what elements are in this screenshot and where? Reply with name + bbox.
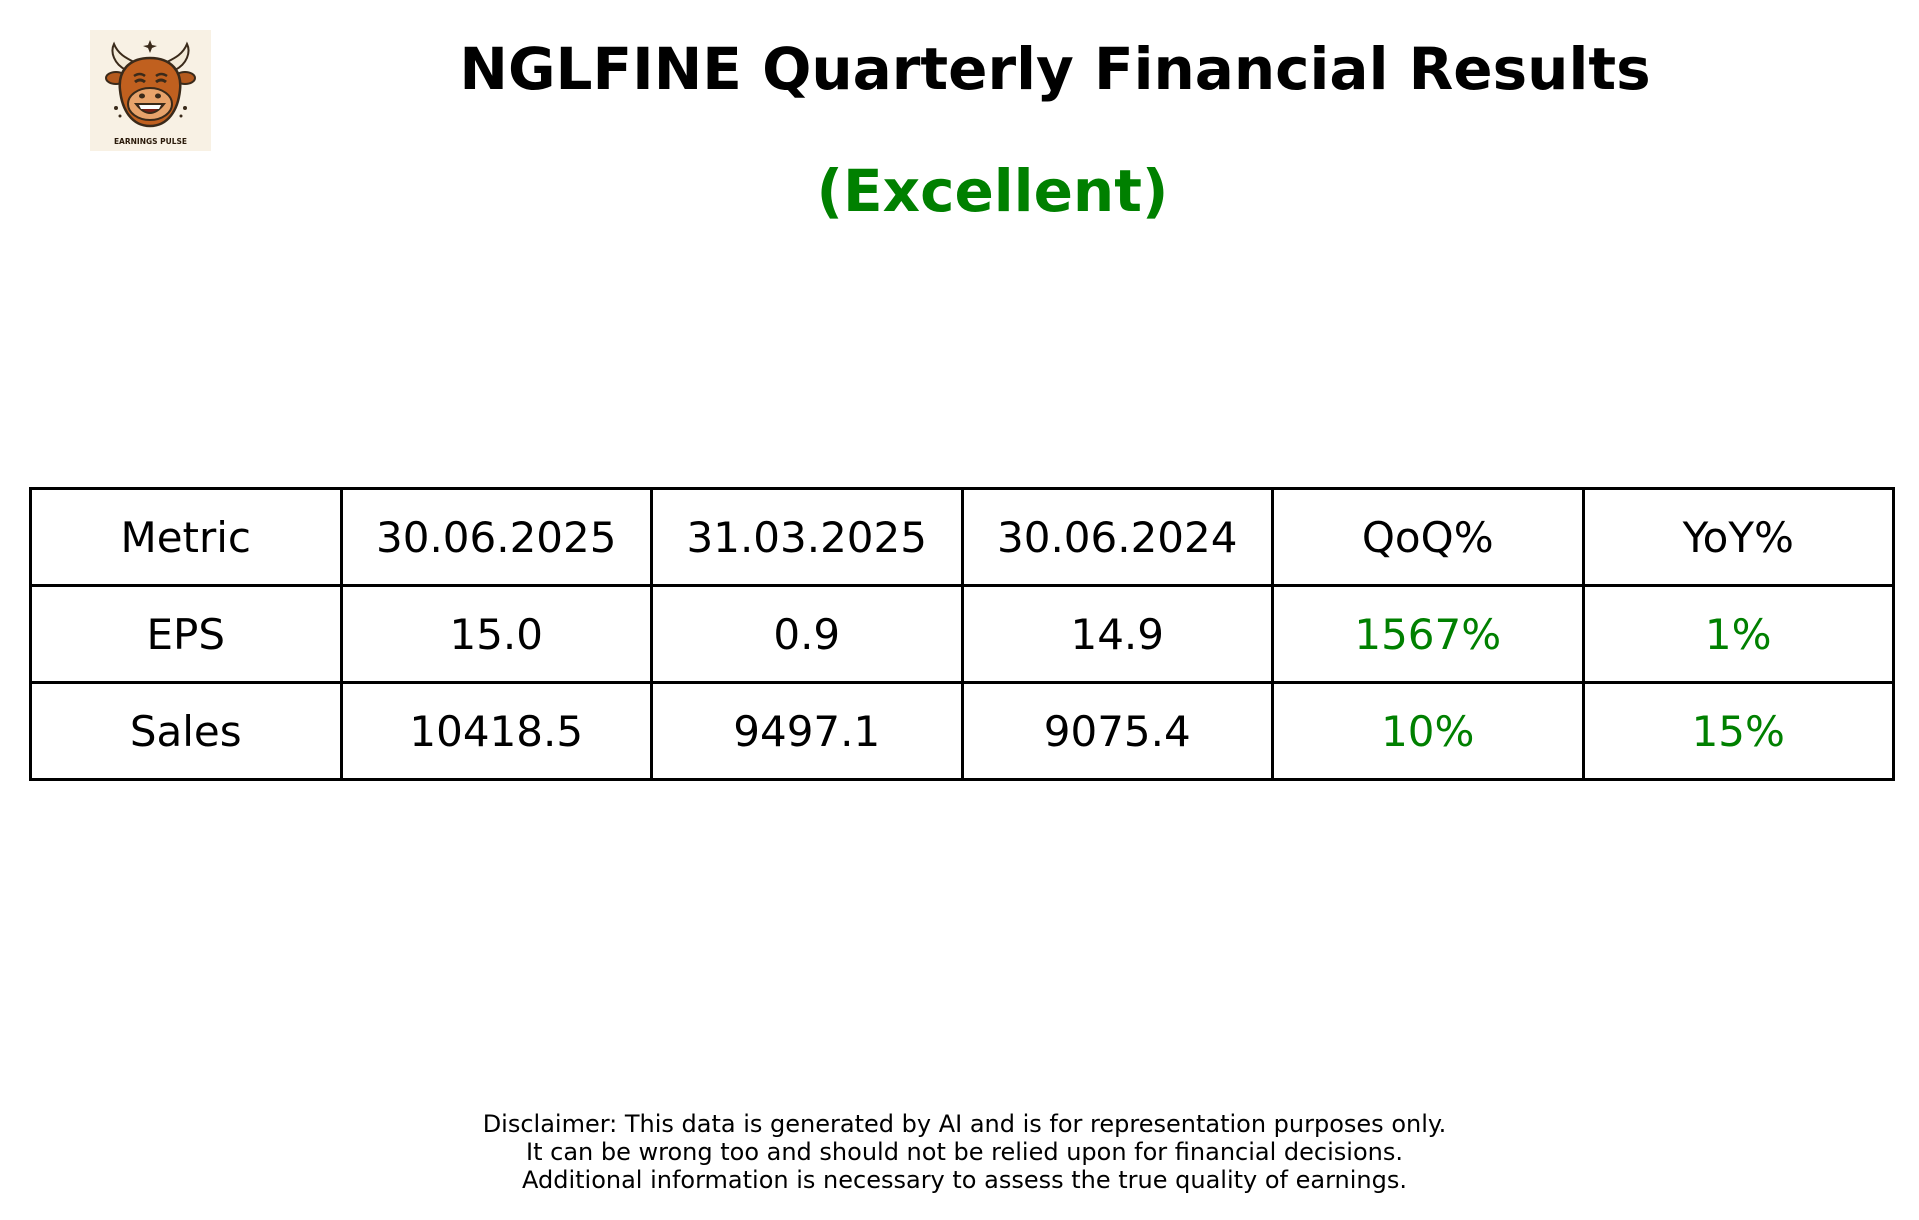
column-header-q2: 31.03.2025 [650,487,964,587]
disclaimer-line: Disclaimer: This data is generated by AI… [482,1110,1447,1138]
table-row-sales: Sales 10418.5 9497.1 9075.4 10% 15% [29,681,1895,781]
table-row-eps: EPS 15.0 0.9 14.9 1567% 1% [29,584,1895,684]
cell-metric: EPS [29,584,343,684]
table-header-row: Metric 30.06.2025 31.03.2025 30.06.2024 … [29,487,1895,587]
earnings-pulse-logo: EARNINGS PULSE [90,30,211,151]
cell-yoy-change: 1% [1581,584,1895,684]
cell-yoy-change: 15% [1581,681,1895,781]
disclaimer: Disclaimer: This data is generated by AI… [0,1110,1919,1194]
cell-qoq-change: 1567% [1271,584,1585,684]
column-header-qoq: QoQ% [1271,487,1585,587]
logo-caption: EARNINGS PULSE [114,137,187,146]
cell-metric: Sales [29,681,343,781]
cell-q1-value: 15.0 [339,584,653,684]
cell-q3-value: 14.9 [960,584,1274,684]
cell-q3-value: 9075.4 [960,681,1274,781]
cell-q2-value: 9497.1 [650,681,964,781]
bull-icon: EARNINGS PULSE [90,30,211,151]
disclaimer-line: Additional information is necessary to a… [521,1166,1407,1194]
results-table: Metric 30.06.2025 31.03.2025 30.06.2024 … [29,487,1895,781]
column-header-yoy: YoY% [1581,487,1895,587]
rating-label: (Excellent) [816,157,1169,225]
column-header-q1: 30.06.2025 [339,487,653,587]
column-header-metric: Metric [29,487,343,587]
cell-q1-value: 10418.5 [339,681,653,781]
cell-qoq-change: 10% [1271,681,1585,781]
page-title: NGLFINE Quarterly Financial Results [459,35,1651,103]
cell-q2-value: 0.9 [650,584,964,684]
column-header-q3: 30.06.2024 [960,487,1274,587]
disclaimer-line: It can be wrong too and should not be re… [526,1138,1403,1166]
